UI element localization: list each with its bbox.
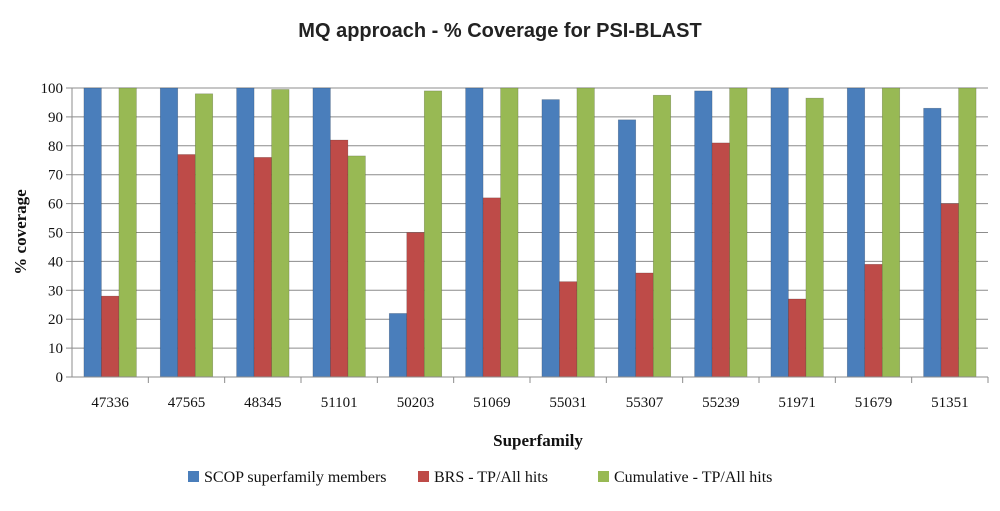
- legend-label: SCOP superfamily members: [204, 469, 387, 486]
- bar-3: [805, 97, 824, 378]
- bar-2: [330, 139, 349, 378]
- x-tick-label: 51101: [321, 395, 358, 411]
- y-tick-label: 0: [56, 370, 64, 386]
- legend-swatch: [598, 471, 609, 482]
- y-tick-label: 40: [48, 254, 63, 270]
- bar-3: [194, 93, 214, 378]
- bar-2: [711, 142, 730, 378]
- y-axis-title: % coverage: [11, 189, 30, 275]
- bar-2: [864, 263, 883, 378]
- bar-1: [159, 87, 179, 378]
- bar-1: [770, 87, 789, 378]
- x-tick-label: 51971: [778, 395, 816, 411]
- bar-2: [177, 154, 196, 378]
- y-tick-label: 50: [48, 226, 63, 242]
- bar-1: [923, 107, 942, 378]
- bar-1: [617, 119, 637, 378]
- legend: SCOP superfamily members BRS - TP/All hit…: [188, 469, 772, 486]
- bar-2: [559, 281, 578, 378]
- bar-2: [635, 272, 654, 378]
- y-tick-label: 20: [48, 312, 63, 328]
- y-tick-label: 60: [48, 197, 63, 213]
- bar-2: [482, 197, 501, 378]
- bar-2: [253, 157, 272, 378]
- bar-3: [423, 90, 443, 378]
- bar-2: [788, 298, 807, 378]
- x-tick-label: 47336: [91, 395, 129, 411]
- x-tick-label: 51069: [473, 395, 511, 411]
- bar-3: [958, 87, 977, 378]
- bar-3: [729, 87, 748, 378]
- x-tick-label: 48345: [244, 395, 282, 411]
- x-tick-label: 55031: [549, 395, 587, 411]
- bar-1: [541, 99, 560, 378]
- y-tick-label: 90: [48, 110, 63, 126]
- bar-2: [101, 295, 120, 378]
- bar-1: [312, 87, 331, 378]
- bar-3: [118, 87, 137, 378]
- bar-1: [465, 87, 484, 378]
- gridlines: [72, 87, 988, 378]
- x-tick-label: 55239: [702, 395, 740, 411]
- legend-label: Cumulative - TP/All hits: [614, 469, 772, 486]
- y-tick-label: 10: [48, 341, 63, 357]
- x-tick-labels: 47336 47565 48345 51101 50203 51069 55031 55307…: [91, 395, 968, 411]
- y-tick-label: 70: [48, 168, 63, 184]
- bar-1: [388, 313, 408, 378]
- bar-2: [940, 203, 959, 378]
- bar-1: [846, 87, 866, 378]
- bars: [83, 87, 977, 378]
- x-tick-label: 50203: [397, 395, 435, 411]
- bar-2: [406, 232, 425, 378]
- bar-1: [83, 87, 102, 378]
- chart-title: MQ approach - % Coverage for PSI-BLAST: [298, 20, 701, 42]
- y-tick-labels: 0 10 20 30 40 50 60 70 80 90 100: [41, 81, 64, 386]
- axes: [66, 87, 989, 383]
- bar-3: [500, 87, 519, 378]
- y-tick-label: 80: [48, 139, 63, 155]
- x-tick-label: 51679: [855, 395, 893, 411]
- legend-swatch: [188, 471, 199, 482]
- x-tick-label: 47565: [168, 395, 206, 411]
- bar-3: [271, 89, 290, 378]
- bar-1: [236, 87, 255, 378]
- bar-3: [576, 87, 595, 378]
- bar-1: [694, 90, 713, 378]
- x-tick-label: 55307: [626, 395, 664, 411]
- legend-label: BRS - TP/All hits: [434, 469, 548, 486]
- bar-3: [652, 94, 672, 378]
- legend-swatch: [418, 471, 429, 482]
- x-axis-title: Superfamily: [493, 431, 583, 450]
- y-tick-label: 30: [48, 283, 63, 299]
- x-tick-label: 51351: [931, 395, 969, 411]
- bar-3: [347, 155, 366, 378]
- bar-3: [881, 87, 901, 378]
- y-tick-label: 100: [41, 81, 64, 97]
